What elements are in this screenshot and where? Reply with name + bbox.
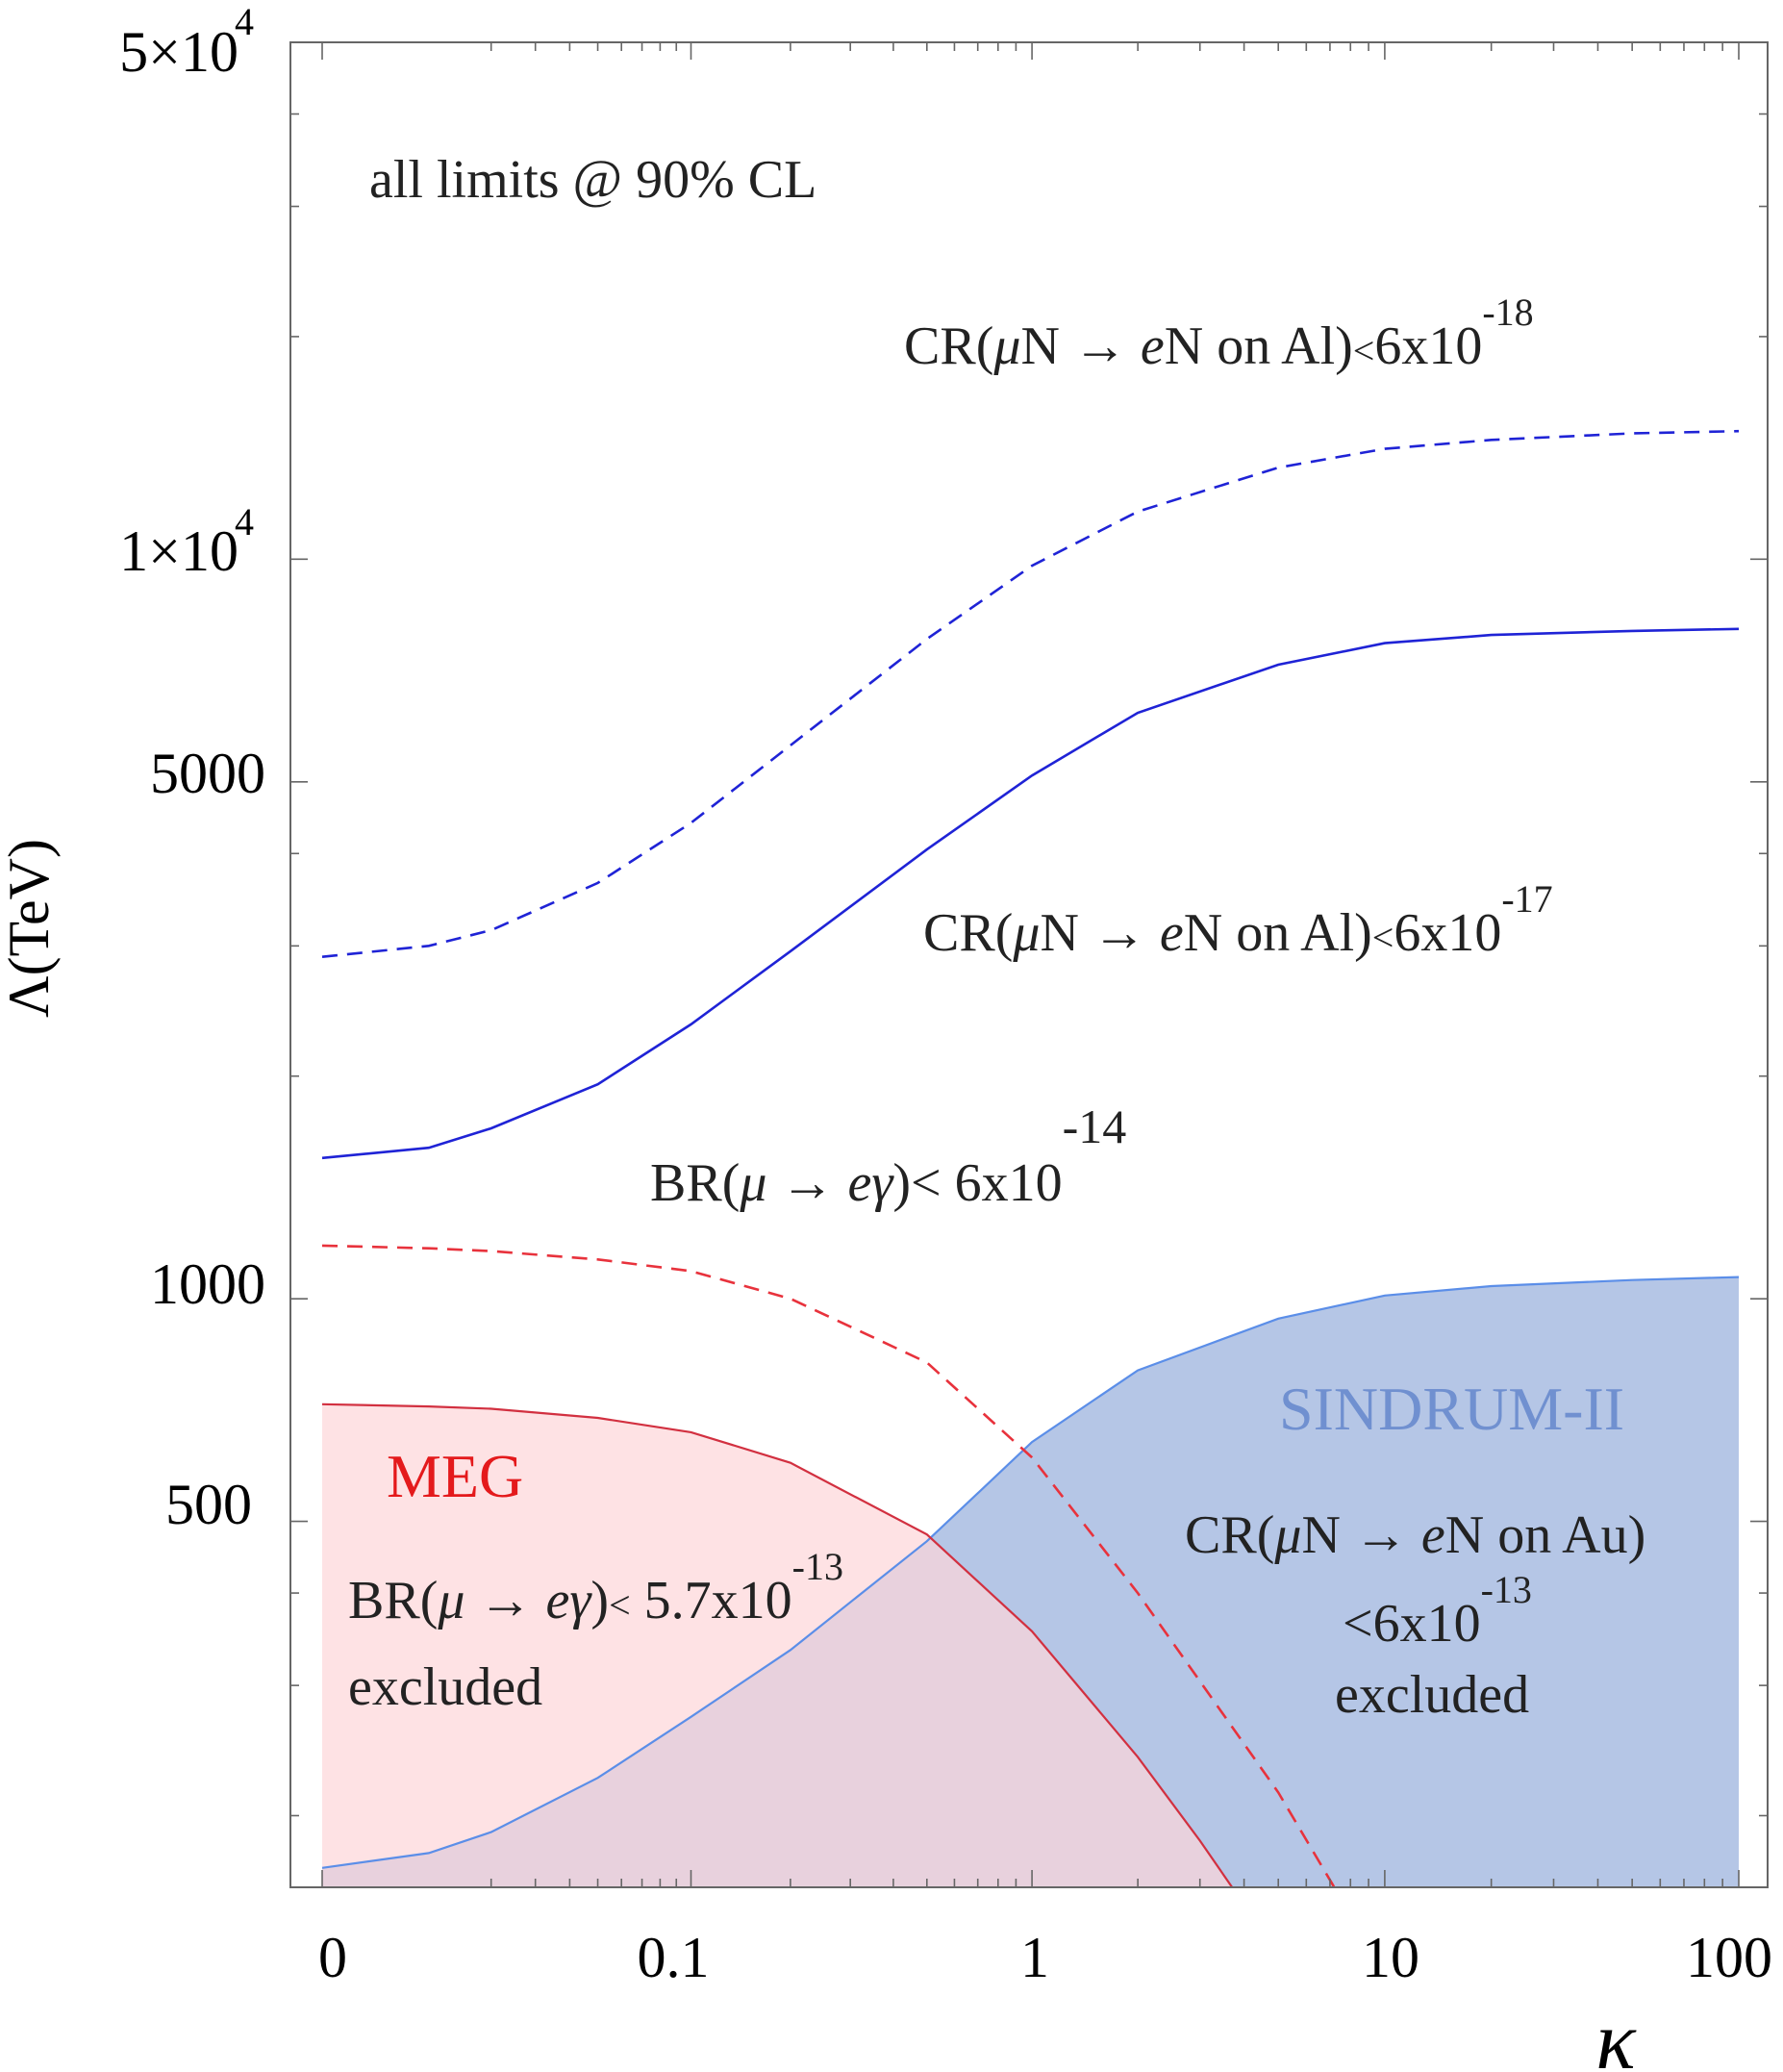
au-n1: N → bbox=[1301, 1505, 1420, 1565]
br14-prefix: BR( bbox=[650, 1153, 740, 1213]
al17-e: e bbox=[1160, 903, 1184, 963]
br14-exp: -14 bbox=[1063, 1099, 1127, 1153]
al17-coef: 6x10 bbox=[1394, 903, 1501, 963]
megbr-gamma: γ bbox=[569, 1571, 592, 1630]
y-tick-labels: 500 1000 5000 1×10 4 5×10 4 bbox=[119, 0, 265, 1536]
y-tick-label-1e4-base: 1×10 bbox=[119, 519, 239, 583]
megbr-mu: μ bbox=[437, 1571, 465, 1630]
megbr-e: e bbox=[545, 1571, 569, 1630]
y-tick-label-1000: 1000 bbox=[150, 1252, 265, 1316]
al18-n1: N → bbox=[1020, 316, 1140, 376]
au-e: e bbox=[1421, 1505, 1445, 1565]
annotation-sindrum-excluded: excluded bbox=[1335, 1665, 1529, 1725]
x-axis-label: κ bbox=[1595, 1994, 1637, 2072]
br14-e: e bbox=[847, 1153, 871, 1213]
x-tick-label-0: 0 bbox=[318, 1926, 347, 1989]
al17-lt: < bbox=[1372, 916, 1394, 959]
megbr-coef: 5.7x10 bbox=[631, 1571, 792, 1630]
x-tick-label-10: 10 bbox=[1362, 1926, 1419, 1989]
br14-gamma: γ bbox=[871, 1153, 894, 1213]
al18-n2: N on Al) bbox=[1165, 316, 1353, 376]
al17-exp: -17 bbox=[1501, 877, 1552, 921]
au-prefix: CR( bbox=[1185, 1505, 1274, 1565]
al18-prefix: CR( bbox=[904, 316, 993, 376]
annotation-au-limit: <6x10-13 bbox=[1343, 1568, 1532, 1654]
br14-tail: )< 6x10 bbox=[892, 1153, 1062, 1213]
tick-layer bbox=[290, 41, 1768, 1887]
al17-prefix: CR( bbox=[923, 903, 1013, 963]
series-fill-1 bbox=[322, 1403, 1233, 1887]
annotation-all-limits: all limits @ 90% CL bbox=[369, 150, 816, 210]
aulimit-exp: -13 bbox=[1481, 1568, 1532, 1611]
megbr-tail: ) bbox=[590, 1571, 609, 1630]
annotation-cr-au: CR(μN → eN on Au) bbox=[1185, 1505, 1645, 1565]
br14-arrow: → bbox=[766, 1153, 847, 1213]
al17-mu: μ bbox=[1012, 903, 1040, 963]
sindrum-region-label: SINDRUM-II bbox=[1279, 1375, 1624, 1443]
x-tick-labels: 0 0.1 1 10 100 bbox=[318, 1926, 1772, 1989]
al18-exp: -18 bbox=[1482, 291, 1533, 334]
x-tick-label-1: 1 bbox=[1020, 1926, 1049, 1989]
y-tick-label-5e4-base: 5×10 bbox=[119, 20, 239, 84]
series-line-1 bbox=[321, 1402, 1234, 1888]
br14-mu: μ bbox=[739, 1153, 766, 1213]
al17-n1: N → bbox=[1040, 903, 1159, 963]
y-tick-label-1e4: 1×10 bbox=[119, 519, 239, 583]
meg-region-label: MEG bbox=[387, 1442, 523, 1510]
annotation-meg-br: BR(μ → eγ)< 5.7x10-13 bbox=[348, 1545, 843, 1630]
annotation-br-14: BR(μ → eγ)< 6x10-14 bbox=[650, 1099, 1126, 1213]
annotation-meg-excluded: excluded bbox=[348, 1657, 542, 1717]
series-line-4 bbox=[321, 429, 1740, 958]
al17-n2: N on Al) bbox=[1184, 903, 1372, 963]
al18-lt: < bbox=[1353, 329, 1375, 372]
megbr-arrow: → bbox=[465, 1571, 545, 1630]
aulimit-coef: <6x10 bbox=[1343, 1594, 1481, 1654]
al18-e: e bbox=[1141, 316, 1165, 376]
al18-mu: μ bbox=[992, 316, 1020, 376]
al18-coef: 6x10 bbox=[1374, 316, 1482, 376]
series-line-0 bbox=[321, 1276, 1740, 1869]
au-n2: N on Au) bbox=[1445, 1505, 1645, 1565]
megbr-prefix: BR( bbox=[348, 1571, 438, 1630]
y-tick-label-5e4-exp: 4 bbox=[235, 0, 254, 43]
fill-layer bbox=[322, 1276, 1739, 1887]
au-mu: μ bbox=[1273, 1505, 1301, 1565]
x-tick-label-0.1: 0.1 bbox=[638, 1926, 710, 1989]
curve-layer bbox=[321, 429, 1740, 1888]
y-tick-label-1e4-exp: 4 bbox=[235, 500, 254, 543]
megbr-lt: < bbox=[609, 1583, 631, 1627]
megbr-exp: -13 bbox=[792, 1545, 843, 1588]
y-tick-label-5e4: 5×10 bbox=[119, 20, 239, 84]
series-line-3 bbox=[321, 627, 1740, 1160]
x-tick-label-100: 100 bbox=[1686, 1926, 1772, 1989]
annotation-cr-al-18: CR(μN → eN on Al)<6x10-18 bbox=[904, 291, 1534, 376]
plot-frame bbox=[289, 41, 1769, 1888]
annotation-cr-al-17: CR(μN → eN on Al)<6x10-17 bbox=[923, 877, 1553, 963]
y-tick-label-5000: 5000 bbox=[150, 742, 265, 805]
y-axis-label: Λ(TeV) bbox=[0, 839, 61, 1018]
y-tick-label-500: 500 bbox=[165, 1473, 252, 1536]
